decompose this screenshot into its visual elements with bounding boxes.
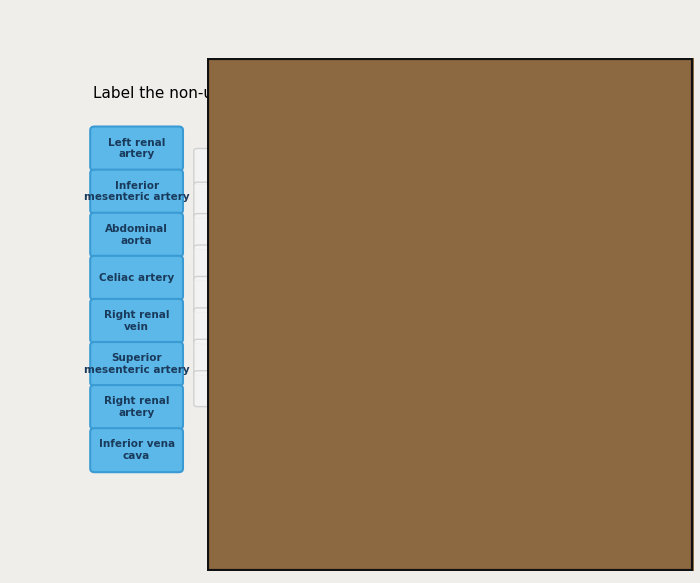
FancyBboxPatch shape <box>90 299 183 343</box>
FancyBboxPatch shape <box>194 308 241 344</box>
FancyBboxPatch shape <box>90 213 183 257</box>
Text: Right renal
artery: Right renal artery <box>104 396 169 418</box>
Text: Label the non-urinary posterior abdominal structures using the hints provided.: Label the non-urinary posterior abdomina… <box>93 86 695 101</box>
FancyBboxPatch shape <box>90 170 183 213</box>
FancyBboxPatch shape <box>194 149 241 184</box>
Text: Inferior vena
cava: Inferior vena cava <box>99 440 175 461</box>
FancyBboxPatch shape <box>90 385 183 429</box>
FancyBboxPatch shape <box>194 276 241 312</box>
FancyBboxPatch shape <box>194 245 241 281</box>
FancyBboxPatch shape <box>90 127 183 170</box>
FancyBboxPatch shape <box>194 182 241 218</box>
FancyBboxPatch shape <box>194 213 241 250</box>
Text: Inferior
mesenteric artery: Inferior mesenteric artery <box>84 181 190 202</box>
Text: Abdominal
aorta: Abdominal aorta <box>105 224 168 245</box>
FancyBboxPatch shape <box>90 256 183 300</box>
Text: Celiac artery: Celiac artery <box>99 273 174 283</box>
FancyBboxPatch shape <box>90 342 183 386</box>
FancyBboxPatch shape <box>90 428 183 472</box>
Text: Right renal
vein: Right renal vein <box>104 310 169 332</box>
Text: Left renal
artery: Left renal artery <box>108 138 165 159</box>
Text: Superior
mesenteric artery: Superior mesenteric artery <box>84 353 190 375</box>
FancyBboxPatch shape <box>194 339 241 375</box>
FancyBboxPatch shape <box>194 371 241 407</box>
